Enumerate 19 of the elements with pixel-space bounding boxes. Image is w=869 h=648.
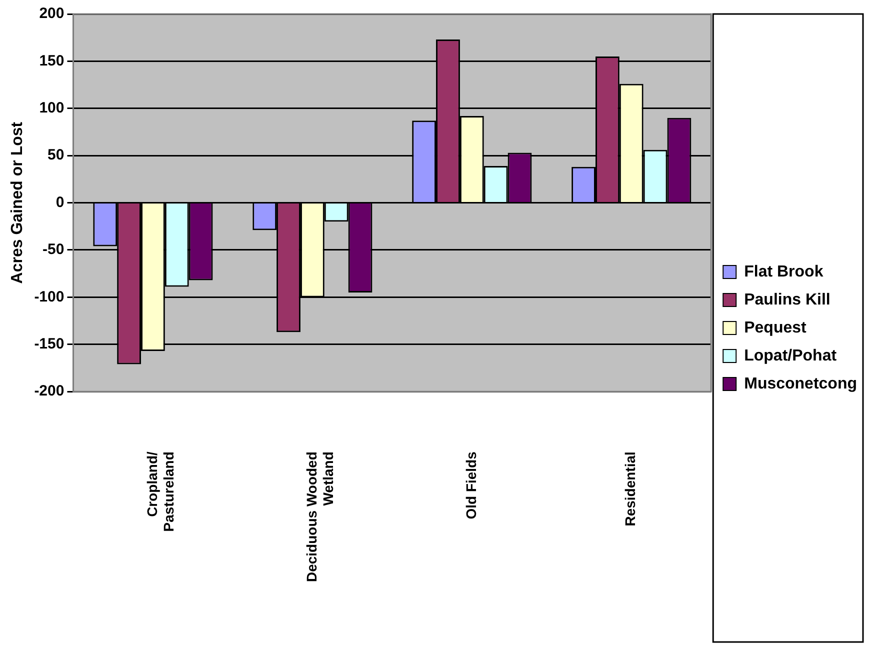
legend-label: Flat Brook: [744, 263, 824, 280]
y-tick-label: 100: [39, 100, 64, 117]
y-tick-label: -200: [34, 382, 64, 400]
y-tick-label: 0: [56, 194, 64, 211]
y-tick-label: -150: [34, 336, 64, 353]
y-tick-label: -50: [42, 241, 64, 258]
legend-label: Paulins Kill: [744, 291, 830, 308]
legend-label: Pequest: [744, 319, 808, 336]
y-tick-label: 150: [39, 52, 64, 70]
x-tick-label: Deciduous Wooded Wetland: [303, 452, 336, 582]
y-tick-label: 50: [48, 146, 64, 164]
y-tick-label: 200: [39, 5, 64, 22]
legend-label: Lopat/Pohat: [744, 347, 838, 364]
x-tick-label: Residential: [622, 452, 638, 526]
y-axis-title: Acres Gained or Lost: [9, 121, 26, 284]
x-tick-label: Old Fields: [462, 451, 479, 520]
x-tick-label: Cropland/ Pastureland: [144, 451, 177, 532]
legend-label: Musconetcong: [744, 375, 857, 392]
y-tick-label: -100: [34, 288, 64, 306]
